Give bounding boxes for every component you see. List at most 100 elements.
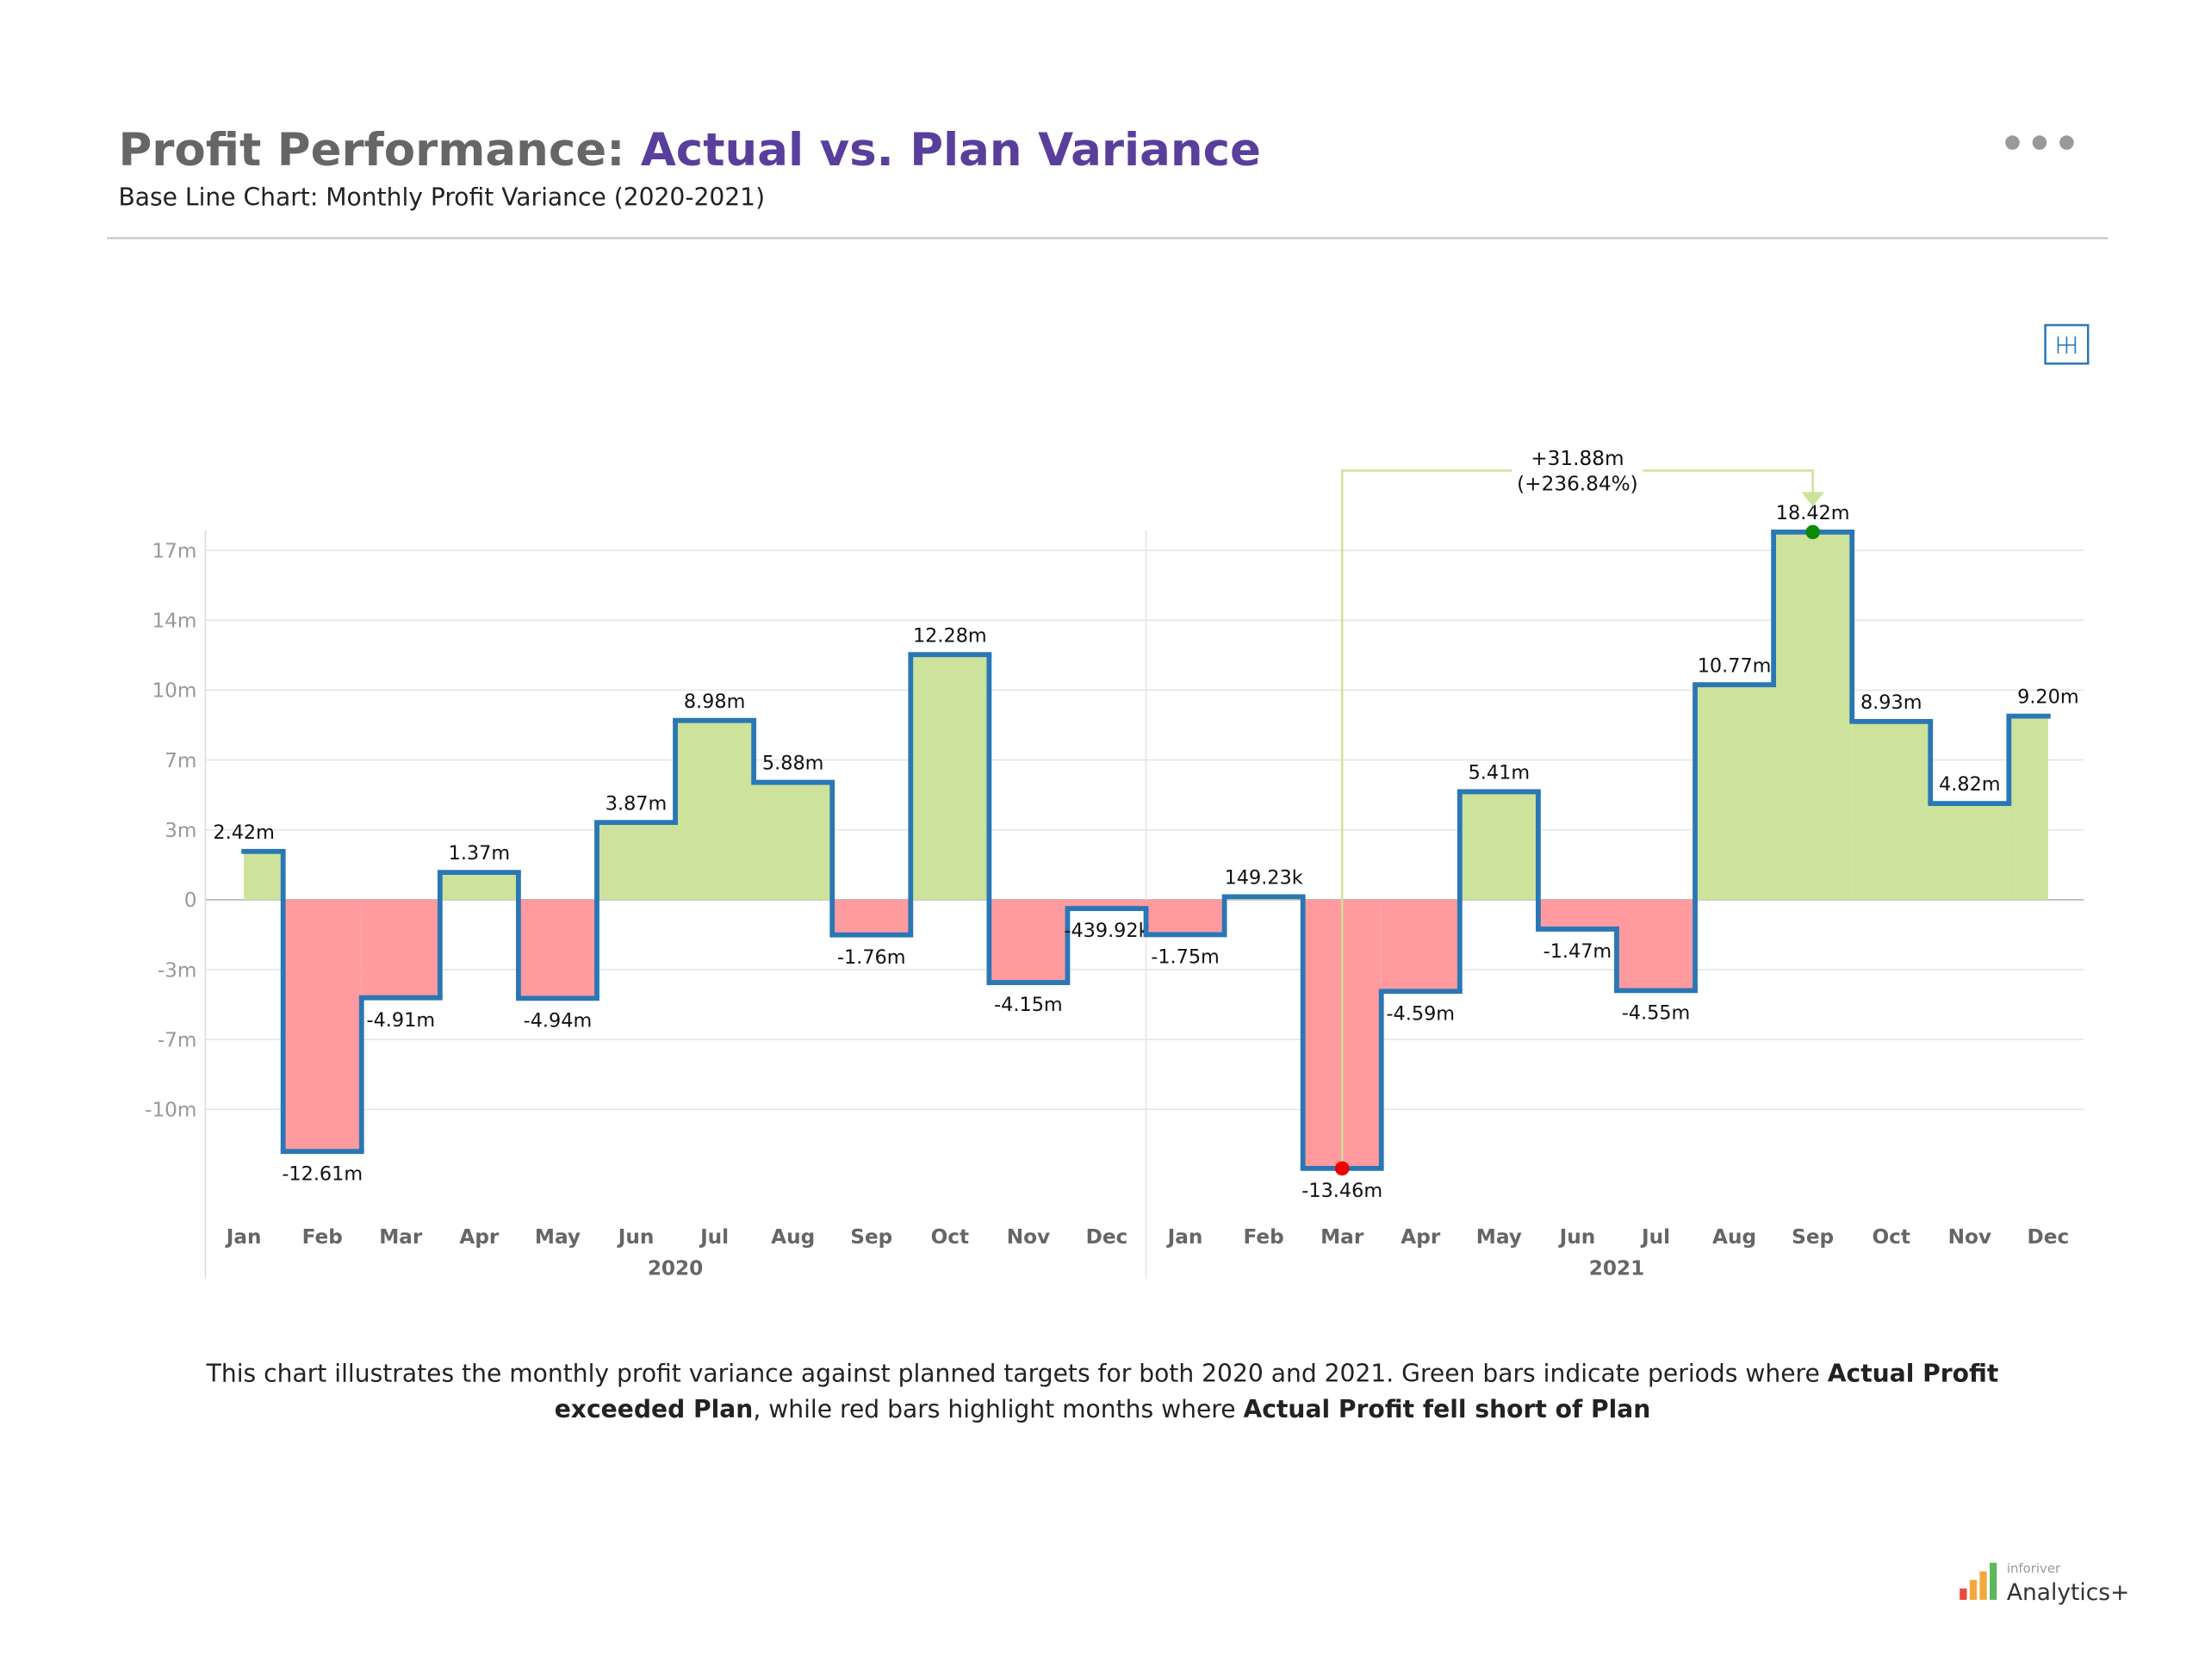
description-part: This chart illustrates the monthly profi…	[206, 1360, 1828, 1389]
variance-bar	[1067, 899, 1146, 909]
value-label: 4.82m	[1939, 773, 2001, 796]
value-label: 9.20m	[2017, 686, 2079, 709]
variance-bar	[1146, 899, 1225, 935]
variance-bar	[675, 720, 755, 900]
chart-subtitle: Base Line Chart: Monthly Profit Variance…	[118, 183, 765, 211]
value-label: 5.41m	[1469, 762, 1531, 784]
annotation-bg	[1512, 444, 1643, 502]
variance-bar	[244, 851, 283, 900]
x-tick-label: Oct	[931, 1225, 970, 1249]
value-label: 12.28m	[913, 624, 987, 647]
y-tick-label: -3m	[158, 958, 197, 982]
variance-bar	[1852, 721, 1931, 900]
value-label: -12.61m	[282, 1162, 363, 1185]
year-label: 2020	[648, 1256, 704, 1280]
x-tick-label: Aug	[1712, 1225, 1756, 1249]
variance-bar	[1616, 899, 1696, 991]
value-label: -1.75m	[1151, 946, 1220, 969]
variance-bar	[283, 899, 362, 1152]
value-label: -4.55m	[1622, 1001, 1691, 1024]
value-label: -4.15m	[994, 994, 1063, 1016]
variance-bar	[754, 782, 833, 900]
variance-bar	[1459, 791, 1538, 900]
logo: inforiver Analytics+	[1960, 1560, 2129, 1606]
value-label: -1.76m	[837, 946, 906, 969]
menu-dots[interactable]	[2005, 135, 2074, 150]
variance-bar	[1695, 685, 1774, 900]
x-tick-label: Jun	[617, 1225, 655, 1249]
x-tick-label: Jan	[225, 1225, 262, 1249]
variance-bar	[1537, 899, 1617, 929]
variance-bar	[2009, 716, 2048, 900]
value-label: 5.88m	[762, 753, 824, 775]
x-tick-label: Oct	[1872, 1225, 1910, 1249]
value-label: 1.37m	[449, 842, 511, 865]
year-label: 2021	[1589, 1256, 1645, 1280]
value-label: 10.77m	[1698, 654, 1772, 677]
x-tick-label: Feb	[1244, 1225, 1284, 1249]
x-tick-label: Sep	[850, 1225, 892, 1249]
x-tick-label: Jul	[1640, 1225, 1670, 1249]
variance-bar	[989, 899, 1068, 983]
y-tick-label: 0	[184, 889, 197, 912]
min-marker	[1334, 1161, 1350, 1176]
value-label: 2.42m	[213, 821, 275, 844]
x-tick-label: Feb	[302, 1225, 343, 1249]
y-tick-label: -7m	[158, 1028, 197, 1051]
x-tick-label: Jul	[699, 1225, 729, 1249]
value-label: 8.98m	[684, 691, 746, 713]
y-tick-label: 3m	[165, 819, 196, 842]
variance-bar	[361, 899, 440, 998]
y-tick-label: 7m	[165, 749, 196, 772]
value-label: 3.87m	[606, 792, 668, 815]
variance-bar	[1773, 531, 1853, 900]
x-tick-label: Dec	[1086, 1225, 1128, 1249]
x-tick-label: Aug	[771, 1225, 815, 1249]
description-part: , while red bars highlight months where	[753, 1396, 1244, 1425]
value-label: -1.47m	[1544, 940, 1612, 963]
title-highlight: Actual vs. Plan Variance	[641, 124, 1261, 177]
max-marker	[1805, 524, 1820, 540]
y-tick-label: 17m	[152, 539, 196, 562]
y-tick-label: 14m	[152, 610, 196, 633]
title-lead: Profit Performance:	[118, 124, 640, 177]
variance-bar	[518, 899, 597, 999]
chart-title: Profit Performance: Actual vs. Plan Vari…	[118, 124, 1261, 177]
annotation-text: +31.88m	[1531, 447, 1624, 470]
value-label: -4.94m	[524, 1010, 593, 1032]
x-tick-label: Nov	[1007, 1225, 1050, 1249]
x-tick-label: Nov	[1948, 1225, 1991, 1249]
description-part: Actual Profit fell short of Plan	[1243, 1396, 1651, 1425]
x-tick-label: Jan	[1166, 1225, 1203, 1249]
value-label: 149.23k	[1225, 867, 1303, 890]
value-label: 8.93m	[1860, 691, 1922, 714]
value-label: -4.59m	[1386, 1002, 1455, 1025]
y-tick-label: 10m	[152, 679, 196, 703]
y-tick-label: -10m	[145, 1099, 196, 1122]
x-tick-label: May	[1476, 1225, 1522, 1249]
logo-small: inforiver	[2007, 1560, 2061, 1576]
variance-bar	[1930, 803, 2009, 900]
x-tick-label: Sep	[1792, 1225, 1834, 1249]
x-tick-label: Dec	[2028, 1225, 2070, 1249]
value-label: -13.46m	[1301, 1180, 1382, 1202]
variance-bar	[596, 822, 676, 900]
logo-large: Analytics+	[2007, 1579, 2129, 1606]
value-label: -439.92k	[1064, 920, 1149, 942]
x-tick-label: May	[535, 1225, 581, 1249]
x-tick-label: Mar	[379, 1225, 423, 1249]
variance-bar	[910, 654, 990, 900]
value-label: -4.91m	[367, 1009, 436, 1032]
x-tick-label: Apr	[1401, 1225, 1441, 1249]
description: This chart illustrates the monthly profi…	[171, 1357, 2034, 1429]
annotation-arrow	[1801, 492, 1824, 507]
x-tick-label: Jun	[1558, 1225, 1596, 1249]
drill-icon[interactable]	[2044, 324, 2090, 365]
x-tick-label: Mar	[1320, 1225, 1364, 1249]
x-tick-label: Apr	[459, 1225, 500, 1249]
variance-bar	[1381, 899, 1460, 992]
variance-bar	[439, 872, 519, 900]
